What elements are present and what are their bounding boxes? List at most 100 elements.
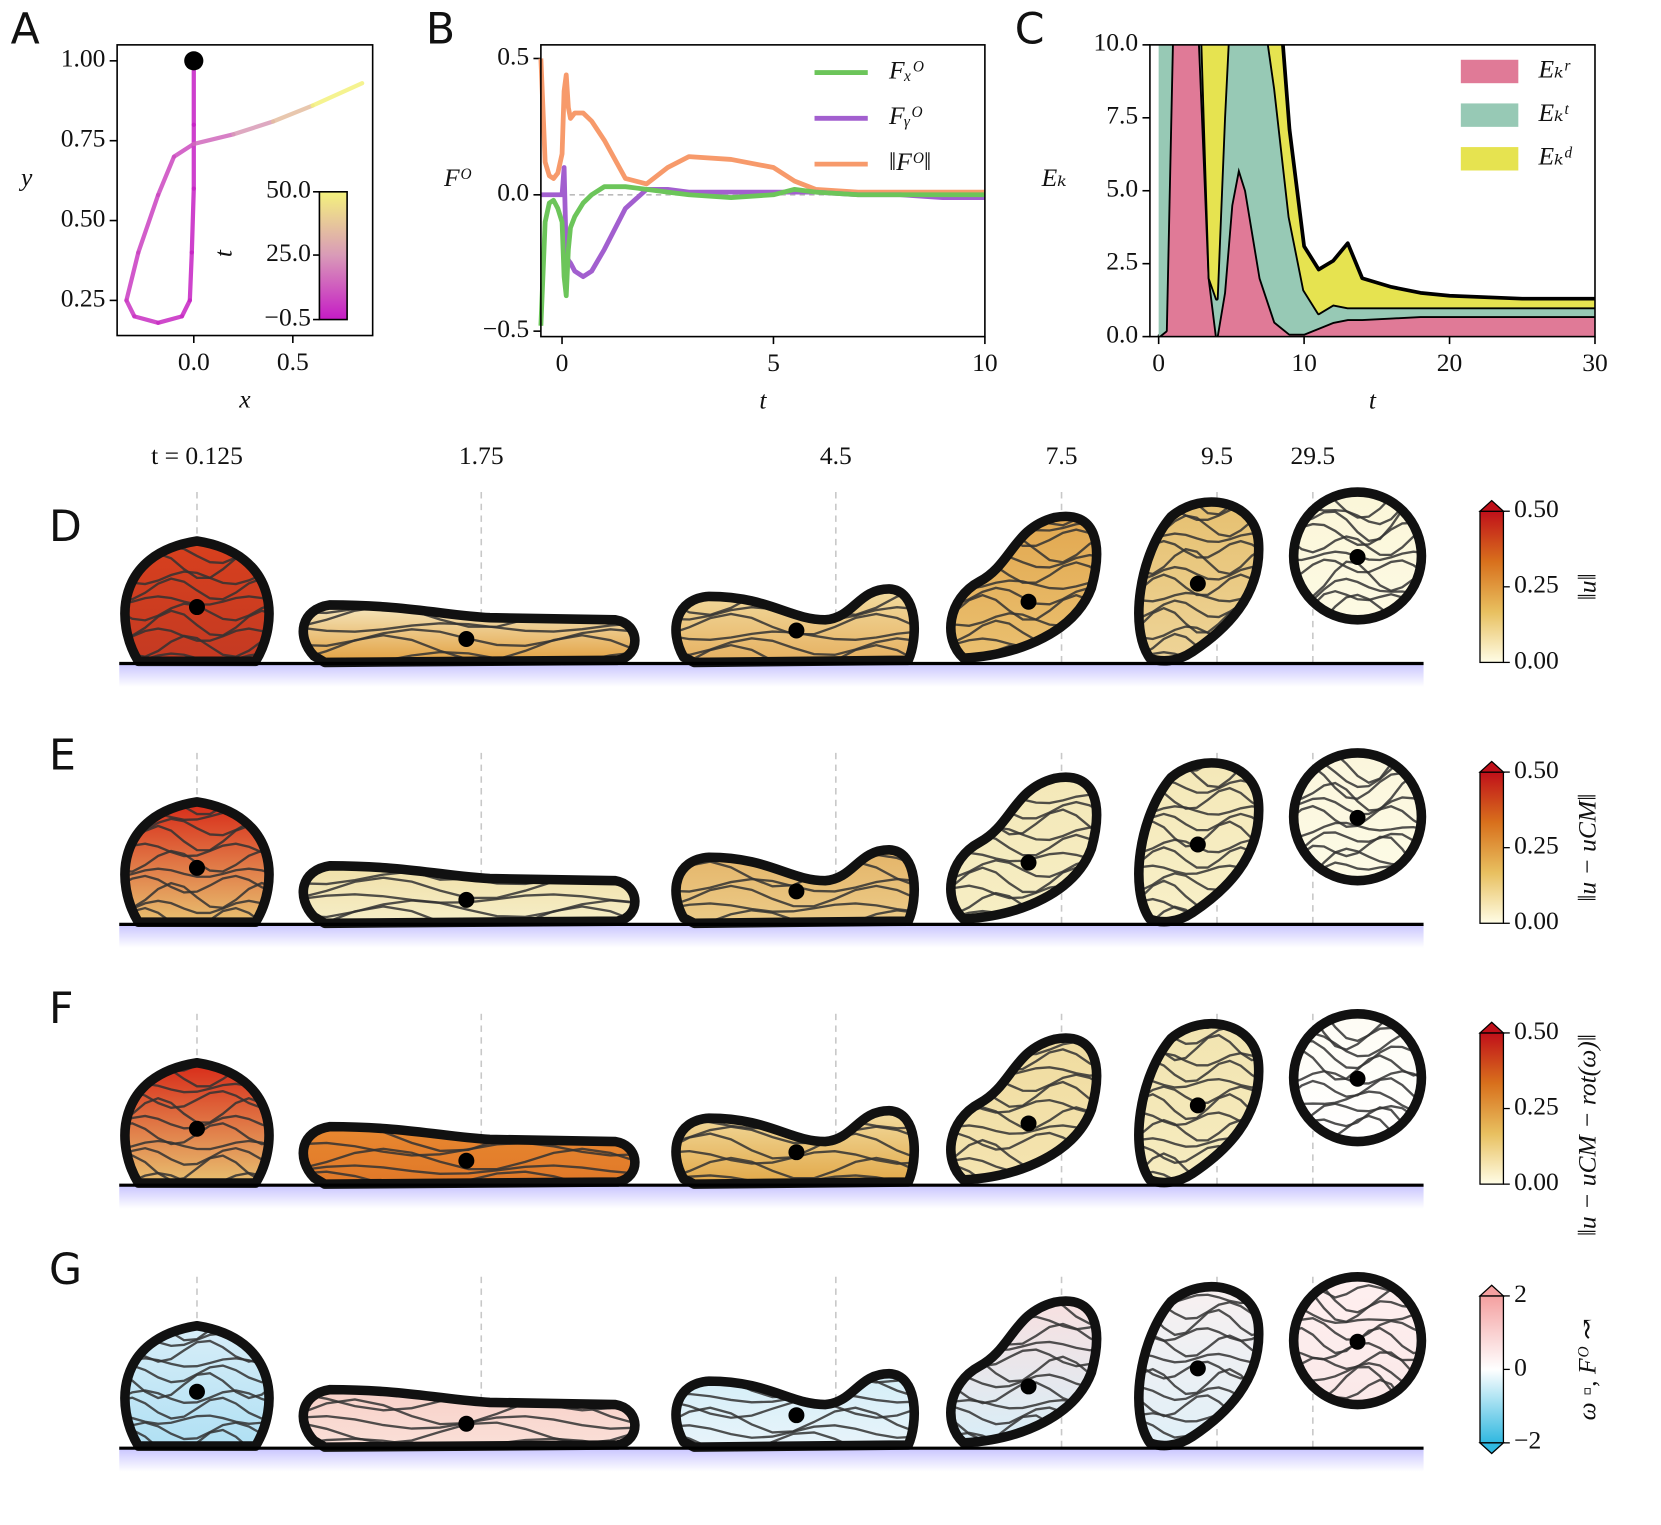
streamline: [124, 842, 270, 858]
x-tick-label: 10: [1291, 348, 1317, 377]
plot-area: [1157, 44, 1595, 337]
streamline: [124, 881, 270, 910]
snapshot-time: 9.5: [1201, 441, 1233, 470]
streamline: [124, 1357, 270, 1368]
legend-label: Fᵧᴼ: [888, 101, 923, 130]
cell-outline: [1288, 1009, 1427, 1147]
cell-outline: [671, 1105, 920, 1189]
streamline: [1293, 1102, 1422, 1134]
streamline: [1293, 835, 1422, 877]
streamline: [1293, 1090, 1422, 1114]
cell-outline: [298, 860, 640, 929]
colorbar-tick-label: 0: [1514, 1352, 1527, 1381]
colorbar-tick-label: 0.00: [1514, 1167, 1559, 1196]
streamline: [303, 905, 635, 924]
cell-outline: [298, 600, 640, 668]
x-axis-label: t: [759, 385, 767, 414]
colorbar-tick-label: 0.25: [1514, 570, 1559, 599]
position-marker: [184, 51, 204, 71]
y-tick-label: 0.0: [497, 178, 529, 207]
colorbar-extend: [1478, 499, 1506, 512]
cell-outline: [120, 1057, 274, 1188]
colorbar-tick-label: 25.0: [266, 238, 311, 267]
colorbar-tick-label: 0.25: [1514, 1091, 1559, 1120]
x-axis-label: x: [238, 384, 251, 413]
trajectory-segment: [310, 81, 365, 108]
streamline: [124, 1421, 270, 1441]
series-line: [538, 58, 985, 195]
center-of-mass: [1349, 1070, 1366, 1087]
streamline: [675, 902, 915, 913]
center-of-mass: [1020, 854, 1037, 871]
trajectory-segment: [124, 298, 137, 319]
x-tick-label: 0.5: [277, 347, 309, 376]
legend-label: Fₓᴼ: [888, 55, 924, 84]
colorbar-extend: [1478, 1442, 1506, 1455]
y-tick-label: 0.75: [61, 124, 106, 153]
legend-label: Eₖᵗ: [1538, 98, 1570, 127]
streamline: [124, 899, 270, 915]
legend-swatch: [1460, 59, 1519, 84]
streamline: [675, 1156, 915, 1180]
streamline: [303, 1141, 635, 1157]
colorbar-tick-label: 0.50: [1514, 494, 1559, 523]
streamline: [675, 884, 915, 908]
colorbar-tick-label: 0.25: [1514, 831, 1559, 860]
x-tick-label: 20: [1437, 348, 1463, 377]
colorbar: [1479, 1295, 1505, 1444]
streamline: [1293, 492, 1422, 519]
y-tick-label: 1.00: [61, 44, 106, 73]
center-of-mass: [1349, 1333, 1366, 1350]
trajectory-segment: [270, 103, 315, 124]
colorbar-label: ω ▫, Fᴼ ↝: [1573, 1319, 1602, 1421]
center-of-mass: [188, 599, 205, 616]
colorbar-tick-label: −2: [1514, 1426, 1541, 1455]
y-tick-label: 5.0: [1106, 174, 1138, 203]
streamline: [1293, 521, 1422, 546]
y-tick-label: 10.0: [1093, 28, 1138, 57]
streamline: [1293, 529, 1422, 557]
streamline: [675, 643, 915, 663]
streamline: [124, 1389, 270, 1405]
center-of-mass: [188, 859, 205, 876]
center-of-mass: [188, 1383, 205, 1400]
cell-outline: [946, 1296, 1102, 1448]
colorbar-tick-label: 2: [1514, 1279, 1527, 1308]
streamline: [124, 570, 270, 586]
colorbar-label: ‖u‖: [1573, 573, 1602, 600]
x-tick-label: 10: [972, 348, 998, 377]
substrate: [119, 1448, 1424, 1472]
center-of-mass: [1020, 1378, 1037, 1395]
center-of-mass: [1020, 593, 1037, 610]
trajectory-segment: [124, 250, 141, 303]
streamline: [675, 1424, 915, 1439]
cell-outline: [946, 1033, 1102, 1185]
streamline: [1293, 773, 1422, 812]
cell-outline: [298, 1121, 640, 1189]
colorbar-extend: [1478, 1021, 1506, 1034]
colorbar-label: ‖u − uCM − rot(ω)‖: [1573, 1034, 1602, 1236]
streamline: [303, 1164, 635, 1175]
center-of-mass: [788, 1407, 805, 1424]
panel-label: A: [11, 5, 40, 55]
trajectory-segment: [191, 132, 236, 147]
panel-label: B: [426, 5, 455, 55]
snapshot-row: [119, 487, 1427, 687]
streamline: [1138, 762, 1259, 773]
y-tick-label: 7.5: [1106, 101, 1138, 130]
snapshot-time: t = 0.125: [151, 441, 243, 470]
panel-label: C: [1015, 5, 1045, 55]
legend-swatch: [1460, 147, 1519, 171]
colorbar-extend: [1478, 760, 1506, 773]
substrate: [119, 1185, 1424, 1209]
streamline: [1138, 565, 1259, 581]
colorbar-tick-label: 0.50: [1514, 1016, 1559, 1045]
center-of-mass: [788, 622, 805, 639]
y-tick-label: 0.0: [1106, 319, 1138, 348]
trajectory-segment: [155, 154, 177, 198]
legend-label: ‖Fᴼ‖: [889, 147, 931, 176]
substrate: [119, 924, 1424, 948]
panel-label: D: [49, 502, 82, 552]
stacked-area: [1158, 44, 1595, 337]
cell-outline: [671, 1368, 920, 1452]
